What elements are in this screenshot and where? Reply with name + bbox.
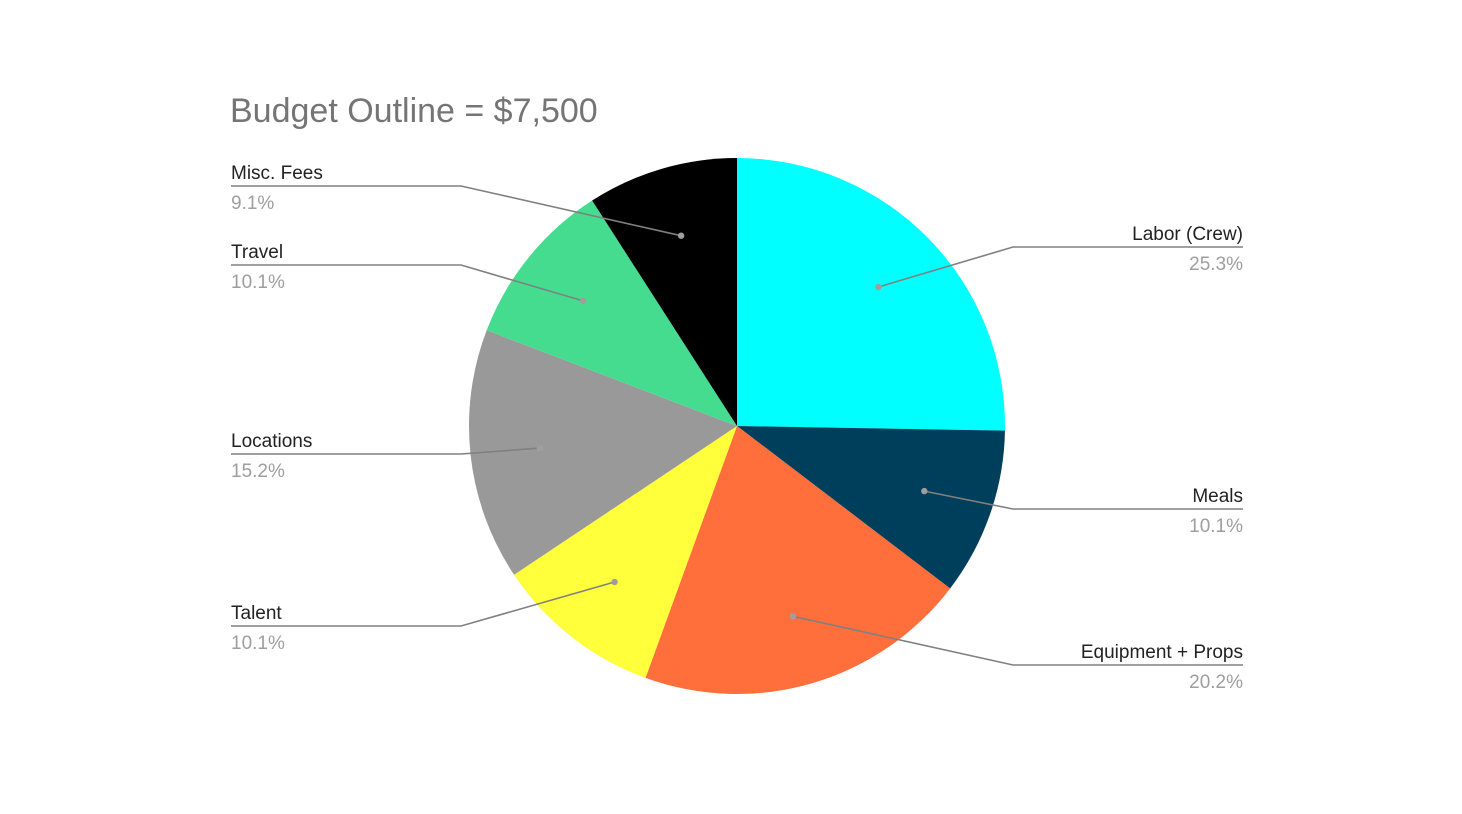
leader-dot-talent [611, 578, 618, 586]
leader-line-meals [924, 490, 1243, 510]
slice-percent-equipment-props: 20.2% [1189, 672, 1243, 693]
slice-talent [514, 426, 737, 678]
slice-label-locations: Locations [231, 431, 312, 452]
slice-labels: Labor (Crew) 25.3% Meals 10.1% Equipment + P… [231, 163, 1243, 693]
slice-label-labor-crew: Labor (Crew) [1132, 224, 1243, 245]
leader-dot-locations [536, 444, 544, 452]
slice-label-misc-fees: Misc. Fees [231, 163, 323, 184]
leader-line-misc-fees [231, 185, 682, 237]
slice-percent-travel: 10.1% [231, 272, 285, 293]
slice-percent-locations: 15.2% [231, 461, 285, 482]
slice-percent-talent: 10.1% [231, 633, 285, 654]
slice-locations [469, 330, 737, 575]
leader-line-locations [231, 447, 540, 455]
leader-dot-equipment-props [789, 613, 797, 620]
leader-line-equipment-props [792, 615, 1243, 666]
leader-line-travel [231, 264, 584, 302]
leader-dot-travel [579, 297, 587, 305]
slice-equipment-props [645, 426, 951, 694]
pie-slices [469, 158, 1005, 694]
slice-meals [737, 426, 1005, 589]
slice-misc-fees [592, 158, 737, 426]
leader-line-talent [231, 581, 615, 627]
leader-dot-labor-crew [875, 283, 882, 291]
slice-label-meals: Meals [1192, 486, 1243, 507]
slice-percent-misc-fees: 9.1% [231, 193, 274, 214]
slice-labor-crew [737, 158, 1005, 431]
chart-title: Budget Outline = $7,500 [230, 92, 598, 130]
slice-percent-labor-crew: 25.3% [1189, 254, 1243, 275]
leader-line-labor-crew [878, 246, 1243, 288]
slice-percent-meals: 10.1% [1189, 516, 1243, 537]
leader-dot-misc-fees [677, 232, 685, 239]
slice-label-equipment-props: Equipment + Props [1081, 642, 1243, 663]
slice-label-travel: Travel [231, 242, 283, 263]
leader-dot-meals [921, 487, 928, 495]
leader-lines [231, 185, 1243, 666]
slice-label-talent: Talent [231, 603, 282, 624]
slice-travel [486, 200, 737, 426]
